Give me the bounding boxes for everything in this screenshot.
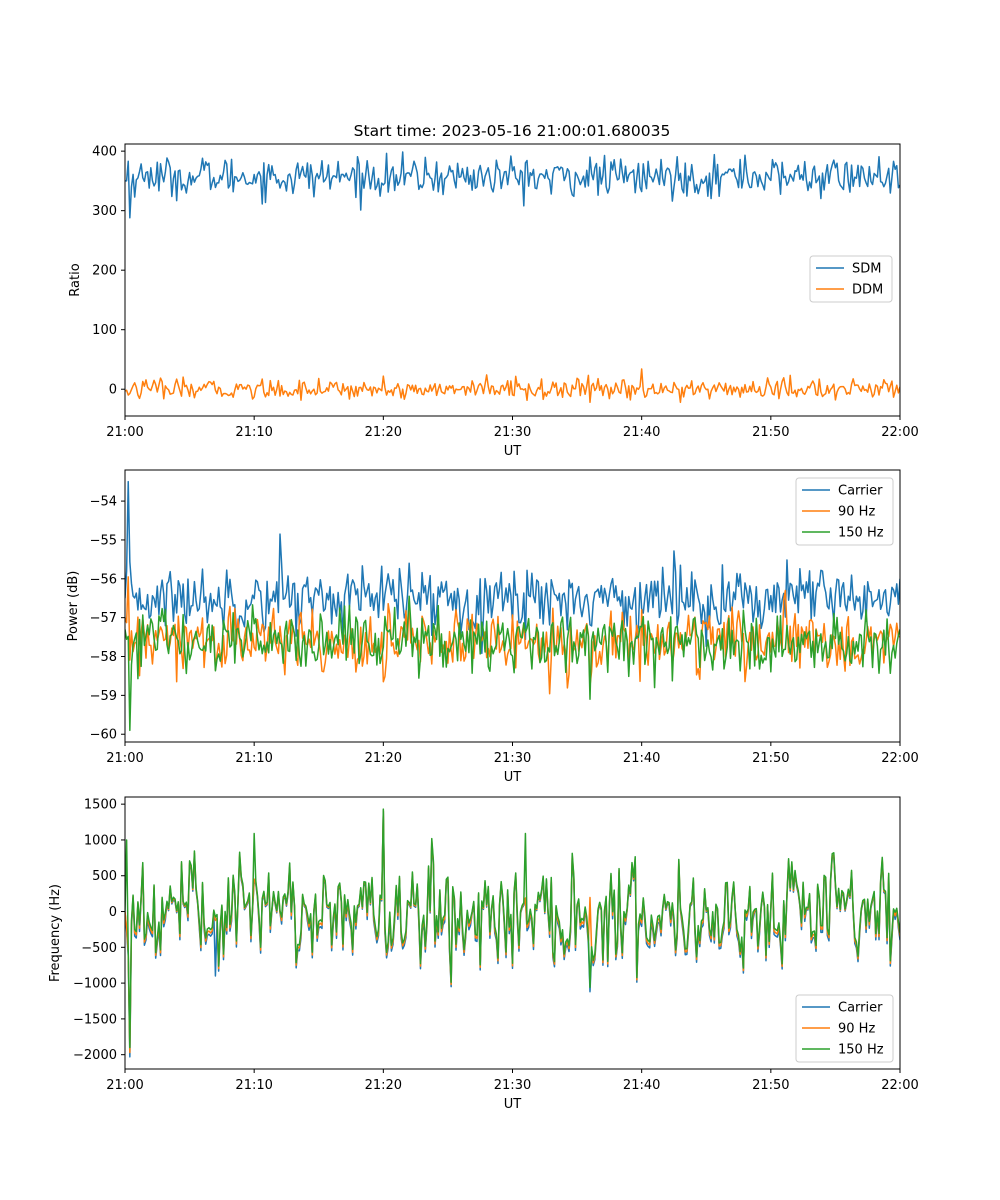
x-tick-label: 21:40	[623, 1078, 660, 1093]
y-tick-label: −1500	[73, 1012, 117, 1027]
y-tick-label: 200	[92, 264, 117, 279]
x-tick-label: 21:10	[235, 1078, 272, 1093]
y-tick-label: 100	[92, 323, 117, 338]
legend-label: 90 Hz	[838, 505, 875, 520]
legend-label: Carrier	[838, 484, 883, 499]
legend-label: Carrier	[838, 1001, 883, 1016]
y-tick-label: −2000	[73, 1048, 117, 1063]
legend-label: DDM	[852, 283, 883, 298]
x-tick-label: 21:50	[752, 751, 789, 766]
x-tick-label: 22:00	[881, 1078, 918, 1093]
series-line-150-hz	[125, 808, 900, 1049]
y-tick-label: −54	[90, 495, 117, 510]
x-tick-label: 21:20	[365, 751, 402, 766]
y-tick-label: −1000	[73, 977, 117, 992]
x-tick-label: 21:10	[235, 751, 272, 766]
series-line-150-hz	[125, 595, 900, 732]
y-tick-label: 0	[109, 905, 117, 920]
legend-label: 150 Hz	[838, 1043, 884, 1058]
x-tick-label: 21:00	[106, 425, 143, 440]
x-tick-label: 21:50	[752, 425, 789, 440]
y-axis-label: Frequency (Hz)	[48, 884, 63, 982]
y-tick-label: −59	[90, 689, 117, 704]
x-axis-label: UT	[504, 444, 522, 459]
x-tick-label: 22:00	[881, 751, 918, 766]
x-tick-label: 21:30	[494, 425, 531, 440]
legend: Carrier 90 Hz 150 Hz	[795, 477, 894, 546]
y-axis-label: Ratio	[68, 263, 83, 296]
y-tick-label: 500	[92, 869, 117, 884]
x-axis-label: UT	[504, 1097, 522, 1112]
y-tick-label: 400	[92, 145, 117, 160]
legend: Carrier 90 Hz 150 Hz	[795, 994, 894, 1063]
y-tick-label: 1500	[84, 798, 117, 813]
x-tick-label: 21:00	[106, 1078, 143, 1093]
x-tick-label: 21:10	[235, 425, 272, 440]
x-tick-label: 21:40	[623, 751, 660, 766]
y-tick-label: −57	[90, 611, 117, 626]
x-axis-label: UT	[504, 770, 522, 785]
x-tick-label: 21:20	[365, 1078, 402, 1093]
x-tick-label: 21:00	[106, 751, 143, 766]
series-line-sdm	[125, 151, 900, 219]
chart-title: Start time: 2023-05-16 21:00:01.680035	[354, 122, 671, 140]
y-tick-label: 300	[92, 204, 117, 219]
legend-label: 150 Hz	[838, 526, 884, 541]
legend-label: SDM	[852, 262, 881, 277]
legend: SDM DDM	[809, 255, 893, 303]
x-tick-label: 21:20	[365, 425, 402, 440]
frequency-axes: 21:00 21:10 21:20 21:30 21:40 21:50 22:00 1500 1…	[48, 796, 919, 1112]
series-line-ddm	[125, 368, 900, 404]
x-tick-label: 21:40	[623, 425, 660, 440]
x-tick-label: 22:00	[881, 425, 918, 440]
y-tick-label: −60	[90, 728, 117, 743]
y-tick-label: −55	[90, 533, 117, 548]
legend-label: 90 Hz	[838, 1022, 875, 1037]
y-tick-label: 1000	[84, 833, 117, 848]
x-tick-label: 21:50	[752, 1078, 789, 1093]
y-tick-label: −500	[81, 941, 117, 956]
ratio-axes: 21:00 21:10 21:20 21:30 21:40 21:50 22:00 0 100 2…	[68, 143, 919, 459]
y-tick-label: 0	[109, 383, 117, 398]
y-tick-label: −56	[90, 572, 117, 587]
series-line-90-hz	[125, 576, 900, 695]
x-tick-label: 21:30	[494, 751, 531, 766]
power-axes: 21:00 21:10 21:20 21:30 21:40 21:50 22:00 −54 −5…	[66, 469, 919, 785]
y-axis-label: Power (dB)	[66, 571, 81, 642]
x-tick-label: 21:30	[494, 1078, 531, 1093]
y-tick-label: −58	[90, 650, 117, 665]
axes-frame	[124, 143, 901, 417]
